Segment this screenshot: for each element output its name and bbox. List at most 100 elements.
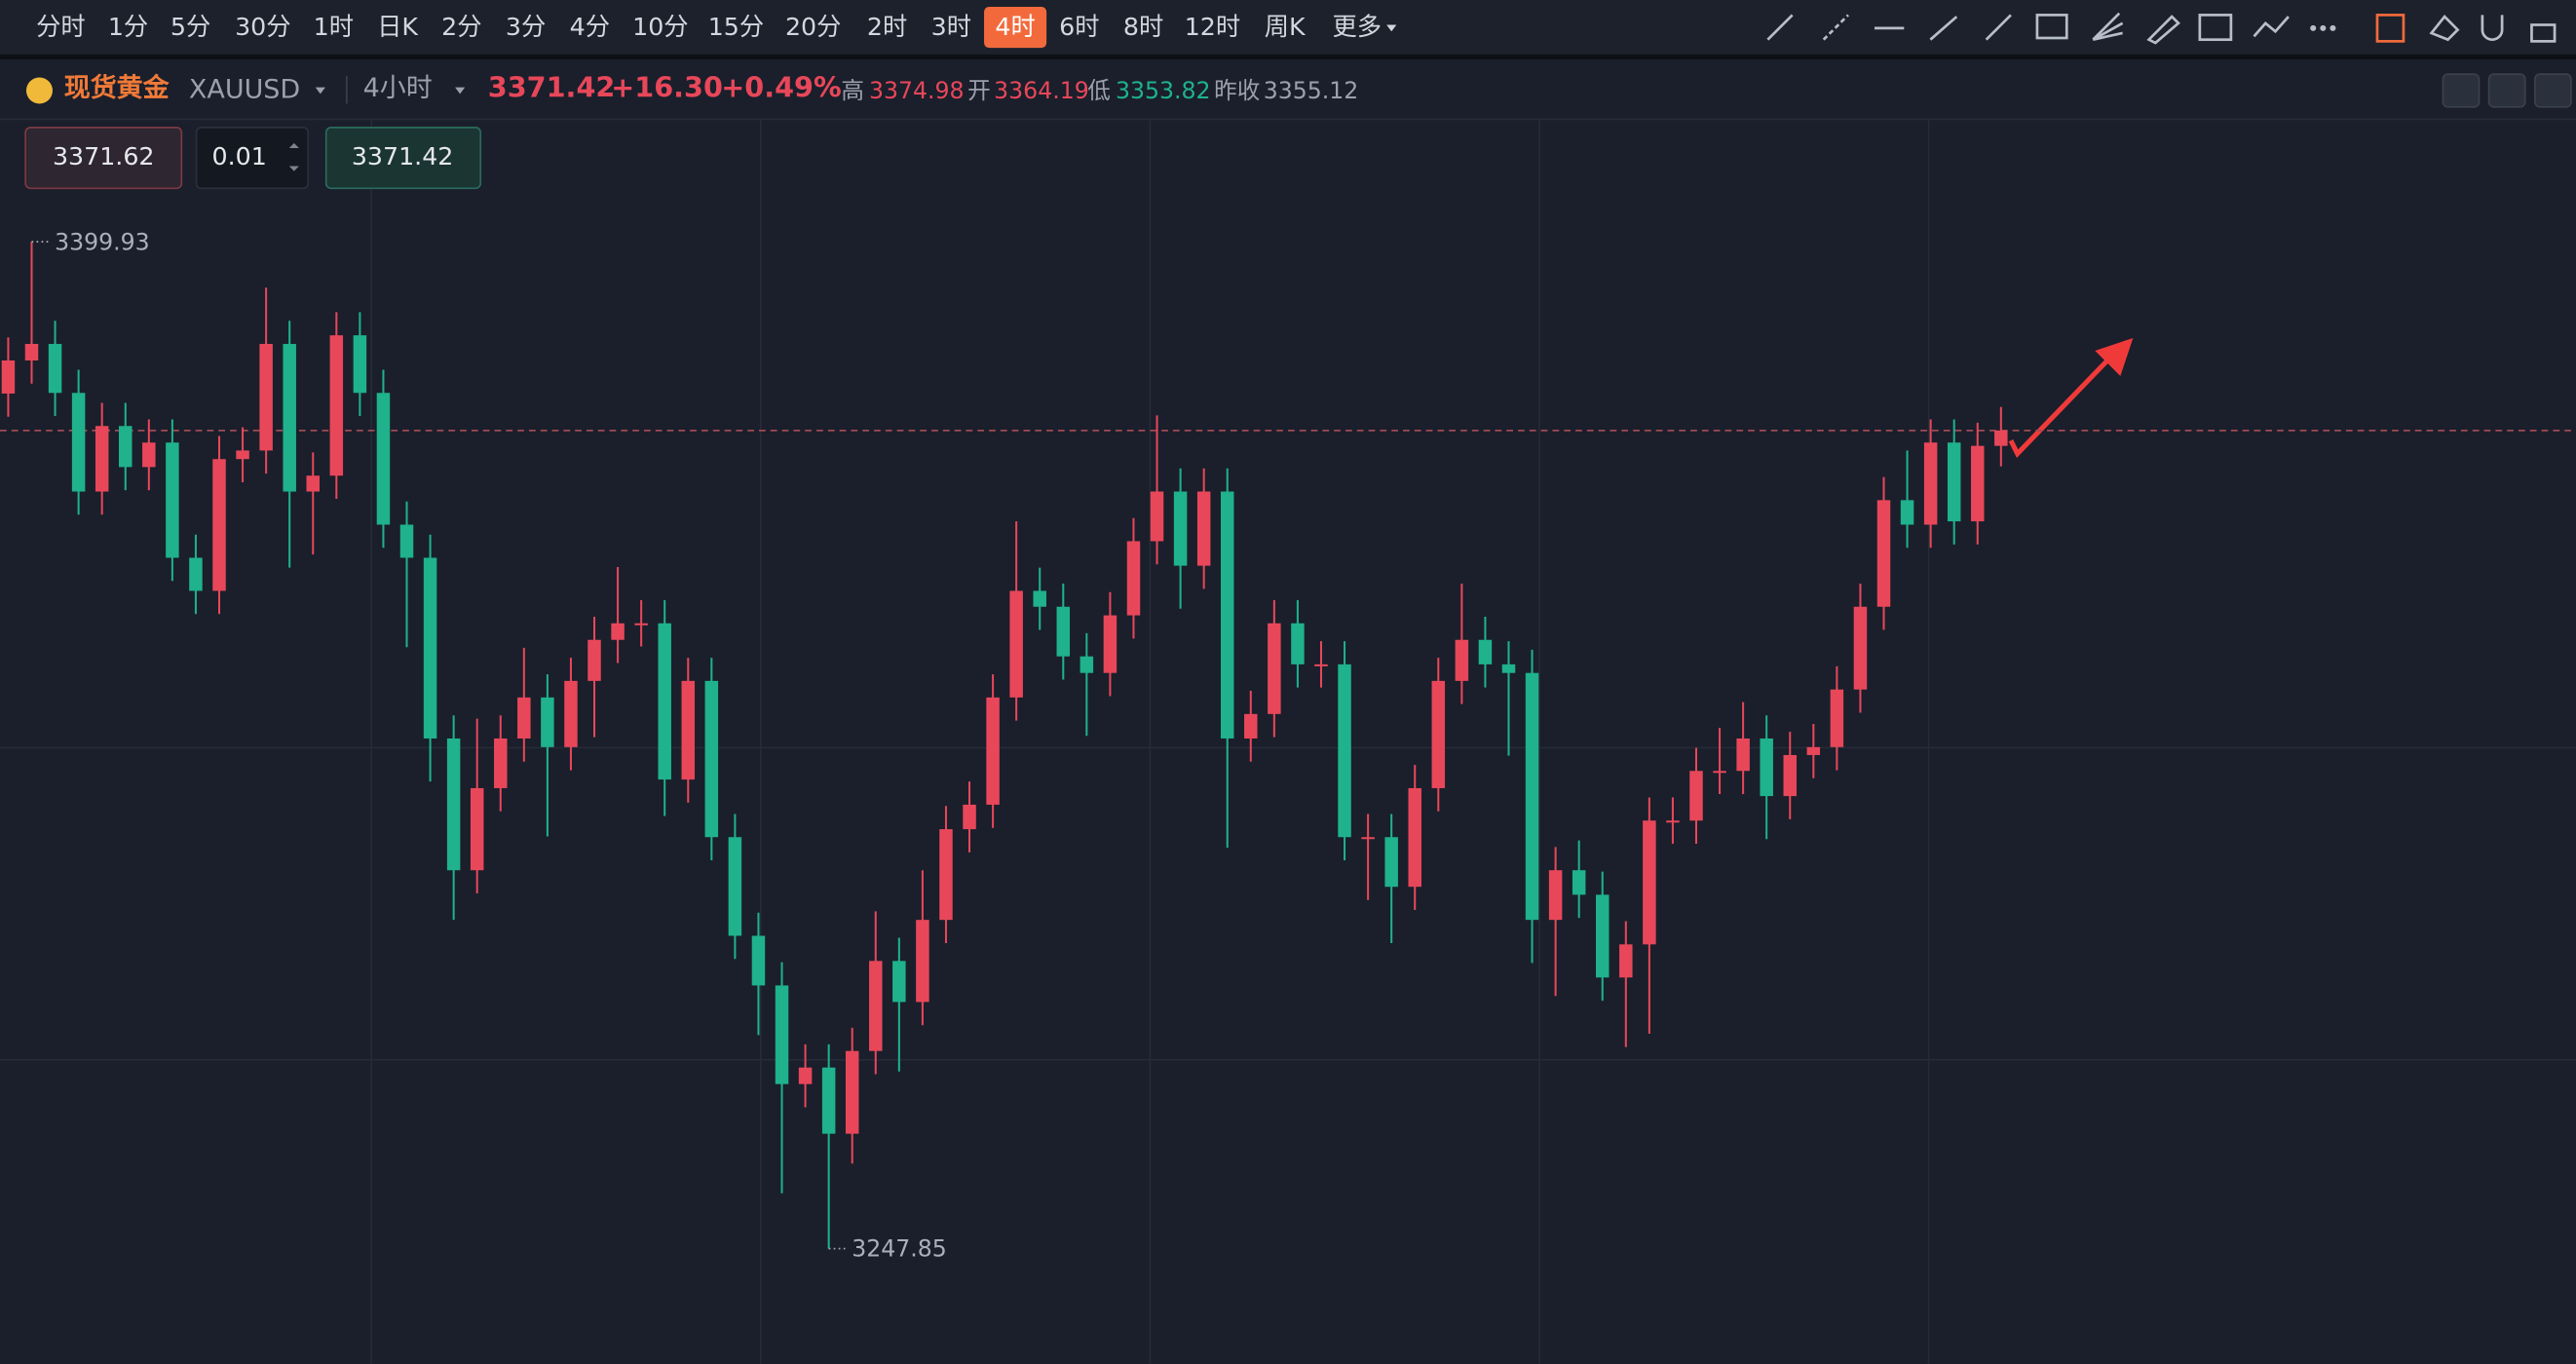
buy-button[interactable] [324,127,482,190]
timeframe-tab[interactable]: 周K [1265,13,1307,41]
candle-body [399,524,414,558]
candle-body [1806,746,1821,755]
timeframe-tab[interactable]: 15分 [708,13,764,41]
low-label: 低 [1087,77,1111,104]
candle-body [1408,787,1421,888]
candle-body [916,920,929,1003]
candle-body [259,343,273,451]
candle-body [564,680,578,747]
divider [0,118,2576,121]
candle-body [1455,639,1469,681]
timeframe-tab[interactable]: 20分 [785,13,841,41]
candle-body [1830,689,1844,747]
candle-body [1713,771,1726,774]
timeframe-tab[interactable]: 更多 [1333,13,1383,41]
candle-body [1009,590,1023,698]
panel-buttons[interactable] [2442,73,2572,108]
arrow-annotation [2008,337,2134,458]
candle-body [48,343,62,394]
candle-body [470,787,484,871]
grid [0,120,2576,1364]
timeframe-tab[interactable]: 1时 [314,13,354,41]
candle-body [1080,656,1094,673]
prev-close: 3355.12 [1264,77,1359,104]
candle-body [681,680,696,780]
candle-body [1923,442,1938,525]
timeframe-tab[interactable]: 8时 [1123,13,1163,41]
candle-body [751,935,766,986]
candle-body [1666,820,1680,823]
candle-body [775,985,789,1084]
candle-body [821,1067,836,1134]
timeframe-tab[interactable]: 3分 [506,13,546,41]
candle-body [71,393,86,492]
candle-body [963,804,976,830]
candle-body [611,623,625,640]
candle-body [1572,870,1586,895]
candle-body [376,393,391,525]
candles: 3399.93 3247.85 [0,228,2576,1263]
timeframe-tab[interactable]: 4时 [995,13,1035,41]
candle-body [212,459,226,591]
candle-body [24,343,39,360]
candle-body [1126,541,1141,616]
drawing-tools[interactable] [1766,12,2557,45]
candle-body [1173,491,1188,566]
candle-body [798,1067,813,1084]
candle-body [1361,837,1375,840]
candle-body [845,1050,859,1134]
candle-body [1056,606,1071,657]
sell-price[interactable]: 3371.62 [53,142,155,170]
candle-body [1314,663,1328,666]
high-annotation: 3399.93 [55,228,150,255]
high-label: 高 [841,77,864,104]
low: 3353.82 [1116,77,1211,104]
candle-body [1501,663,1516,673]
instrument-name[interactable]: 现货黄金 [64,72,170,103]
candle-body [1595,894,1610,978]
dropdown [455,87,466,95]
candle-body [1853,606,1868,690]
qty-input[interactable] [195,127,310,190]
candle-body [1196,491,1211,566]
candle-body [1291,623,1305,664]
open: 3364.19 [994,77,1089,104]
timeframe-tab[interactable]: 6时 [1059,13,1099,41]
open-label: 开 [967,77,991,104]
candle-body [1548,870,1563,921]
sell-button[interactable] [24,127,183,190]
period[interactable]: 4小时 [363,73,433,103]
timeframe-tab[interactable]: 分时 [36,13,86,41]
symbol[interactable]: XAUUSD [189,74,300,104]
candle-body [1783,754,1797,797]
candle-body [658,623,671,780]
timeframe-tab[interactable]: 2时 [867,13,907,41]
timeframe-tab[interactable]: 10分 [632,13,688,41]
qty[interactable]: 0.01 [212,142,267,170]
candle-body [1947,442,1961,522]
candle-body [939,829,953,921]
candle-body [704,680,719,838]
timeframe-tab[interactable]: 5分 [170,13,210,41]
candle-body [329,335,344,476]
change: +16.30 [611,70,723,103]
candle-body [1478,639,1493,664]
candle-body [869,961,883,1051]
low-annotation: 3247.85 [852,1235,947,1263]
candle-body [423,557,437,739]
candle-body [634,623,648,625]
timeframe-tab[interactable]: 1分 [108,13,148,41]
timeframe-tab[interactable]: 30分 [235,13,290,41]
candle-body [1150,491,1164,542]
candle-body [1760,738,1773,797]
candle-body [1268,623,1281,714]
divider [0,54,2576,59]
timeframe-tab[interactable]: 12时 [1185,13,1240,41]
candle-body [446,738,461,871]
timeframe-tab[interactable]: 3时 [931,13,971,41]
timeframe-tab[interactable]: 4分 [570,13,610,41]
timeframe-tab[interactable]: 日K [377,13,419,41]
buy-price[interactable]: 3371.42 [352,142,454,170]
timeframe-tab[interactable]: 2分 [441,13,481,41]
